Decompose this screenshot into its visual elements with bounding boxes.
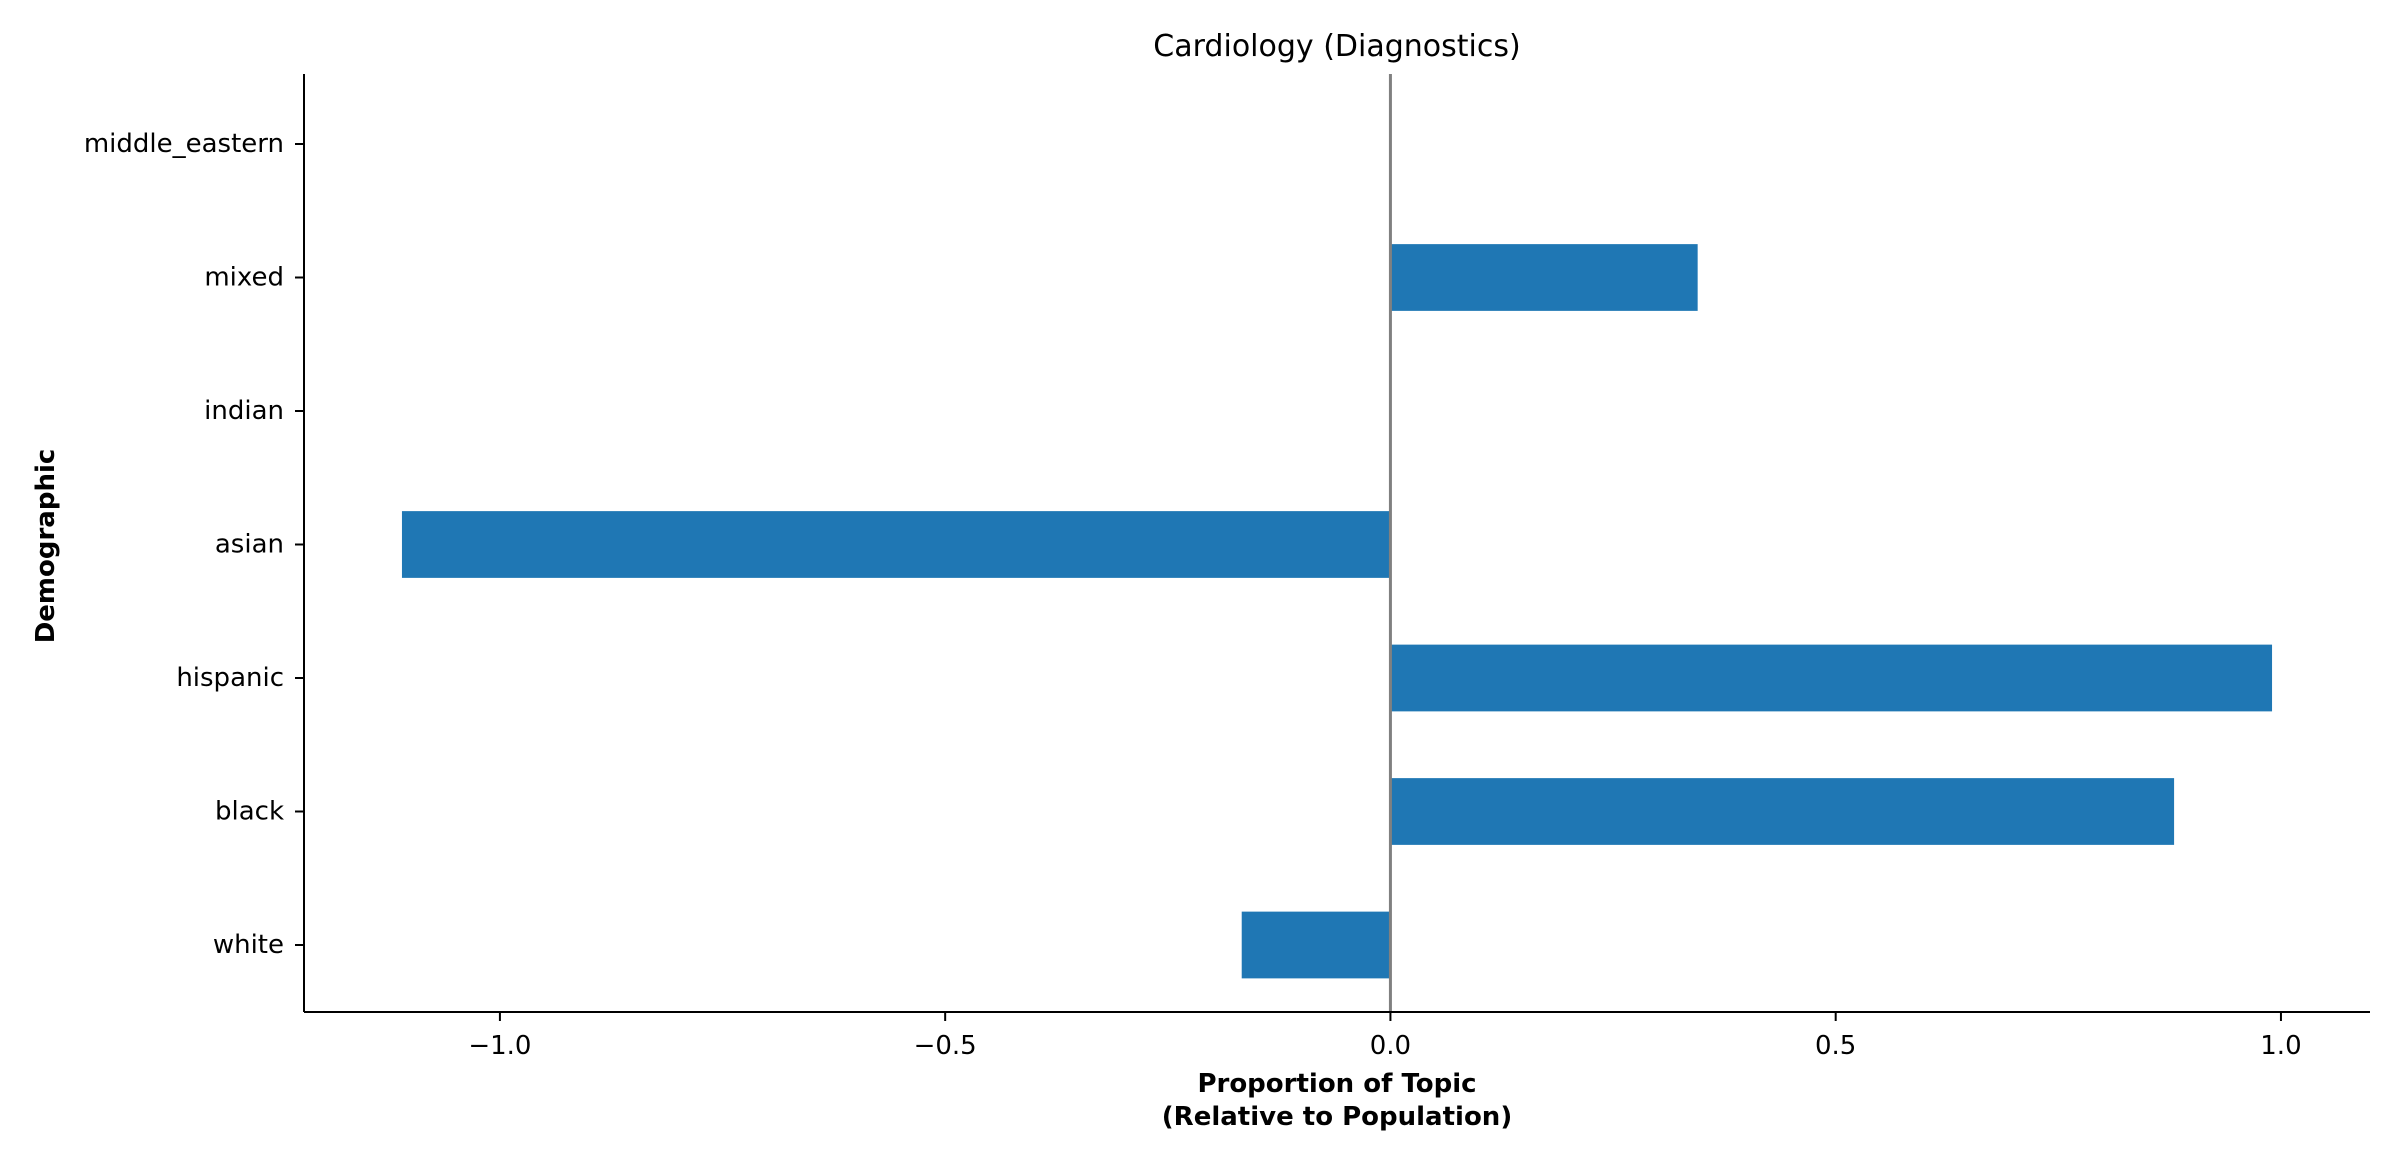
bar-hispanic	[1390, 644, 2273, 712]
y-tick-label: asian	[215, 530, 284, 560]
y-tick-label: white	[213, 930, 284, 960]
x-tick-label: 0.0	[1370, 1031, 1411, 1061]
x-tick-label: −1.0	[468, 1031, 531, 1061]
y-tick-label: mixed	[204, 263, 284, 293]
y-tick-label: hispanic	[176, 663, 284, 693]
x-tick-label: −0.5	[914, 1031, 977, 1061]
x-tick-label: 0.5	[1815, 1031, 1856, 1061]
x-axis-label-line-2: (Relative to Population)	[1162, 1102, 1512, 1132]
ticks-layer: white black hispanic asian indian mixed middle…	[84, 129, 2302, 1061]
bar-asian	[401, 511, 1391, 578]
bars-layer	[401, 244, 2273, 979]
y-tick-label: indian	[204, 396, 284, 426]
y-axis-label: Demographic	[31, 449, 61, 644]
bar-mixed	[1390, 244, 1698, 311]
y-tick-label: middle_eastern	[84, 129, 284, 159]
x-tick-label: 1.0	[2260, 1031, 2301, 1061]
bar-black	[1390, 778, 2175, 845]
x-axis-label-line-1: Proportion of Topic	[1197, 1069, 1476, 1099]
bar-white	[1241, 911, 1391, 979]
y-tick-label: black	[215, 797, 284, 827]
chart-title: Cardiology (Diagnostics)	[1153, 29, 1520, 64]
